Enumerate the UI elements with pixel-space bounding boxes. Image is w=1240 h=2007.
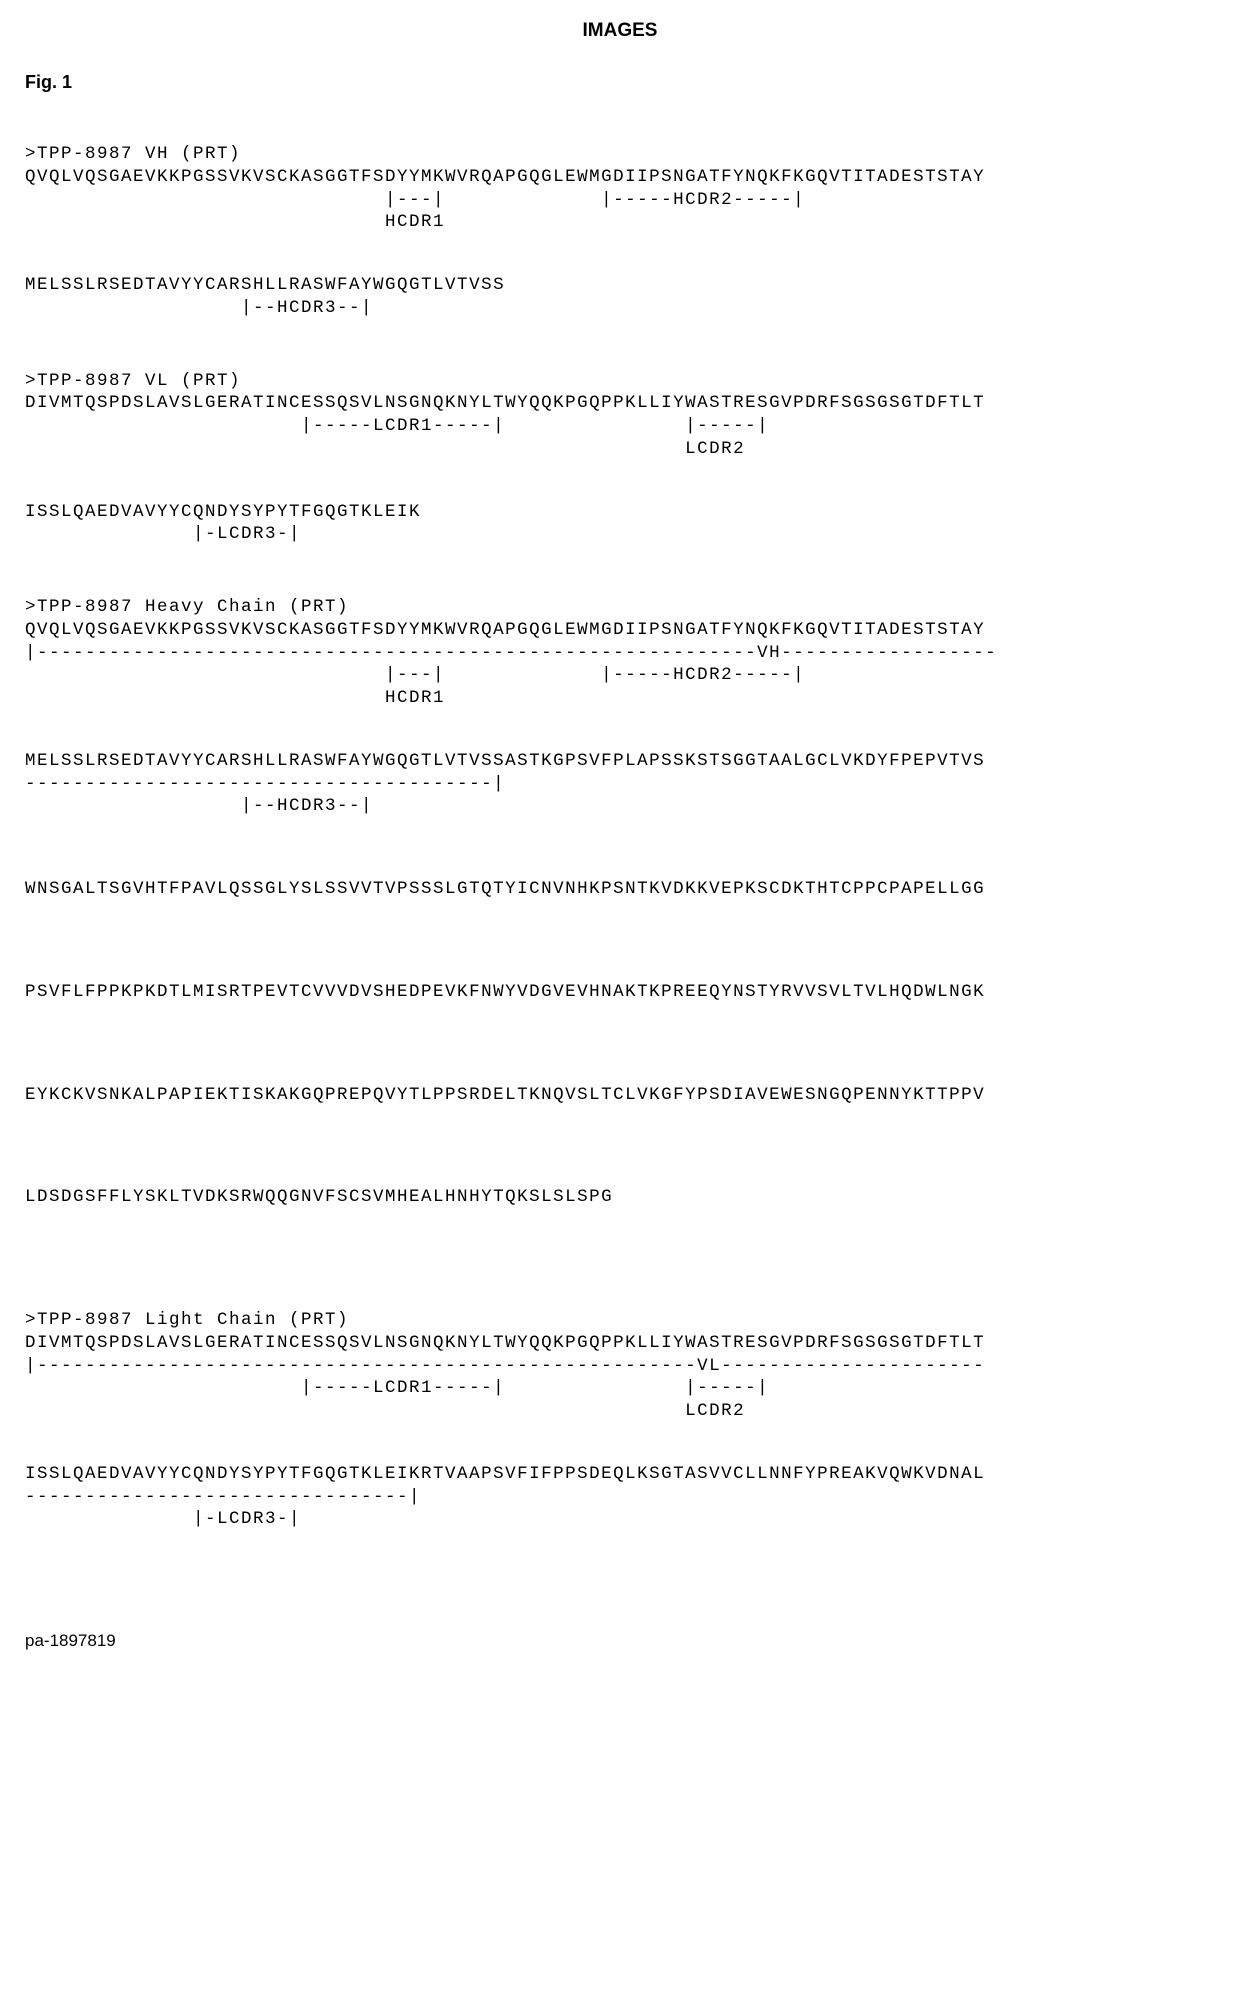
page-title: IMAGES — [25, 20, 1215, 42]
sequence-line: DIVMTQSPDSLAVSLGERATINCESSQSVLNSGNQKNYLT… — [25, 1332, 1215, 1355]
sequence-line: |-LCDR3-| — [25, 1508, 1215, 1531]
sequence-line: LCDR2 — [25, 438, 1215, 461]
sequence-line: |---| |-----HCDR2-----| — [25, 189, 1215, 212]
sequence-block: EYKCKVSNKALPAPIEKTISKAKGQPREPQVYTLPPSRDE… — [25, 1084, 1215, 1107]
sequence-block: >TPP-8987 VH (PRT)QVQLVQSGAEVKKPGSSVKVSC… — [25, 143, 1215, 234]
sequence-line: |---| |-----HCDR2-----| — [25, 664, 1215, 687]
sequence-header: >TPP-8987 VH (PRT) — [25, 143, 1215, 166]
sequence-line: LCDR2 — [25, 1400, 1215, 1423]
sequence-block: MELSSLRSEDTAVYYCARSHLLRASWFAYWGQGTLVTVSS… — [25, 750, 1215, 818]
sequence-header: >TPP-8987 Heavy Chain (PRT) — [25, 596, 1215, 619]
sequence-content: >TPP-8987 VH (PRT)QVQLVQSGAEVKKPGSSVKVSC… — [25, 143, 1215, 1531]
sequence-line: --------------------------------| — [25, 1486, 1215, 1509]
sequence-block: LDSDGSFFLYSKLTVDKSRWQQGNVFSCSVMHEALHNHYT… — [25, 1186, 1215, 1209]
sequence-line: |-----LCDR1-----| |-----| — [25, 415, 1215, 438]
sequence-block: MELSSLRSEDTAVYYCARSHLLRASWFAYWGQGTLVTVSS… — [25, 274, 1215, 320]
sequence-line: ISSLQAEDVAVYYCQNDYSYPYTFGQGTKLEIK — [25, 501, 1215, 524]
sequence-line: ---------------------------------------| — [25, 773, 1215, 796]
sequence-block: ISSLQAEDVAVYYCQNDYSYPYTFGQGTKLEIKRTVAAPS… — [25, 1463, 1215, 1531]
sequence-line: |---------------------------------------… — [25, 642, 1215, 665]
sequence-block: >TPP-8987 VL (PRT)DIVMTQSPDSLAVSLGERATIN… — [25, 370, 1215, 461]
sequence-block: PSVFLFPPKPKDTLMISRTPEVTCVVVDVSHEDPEVKFNW… — [25, 981, 1215, 1004]
sequence-line: DIVMTQSPDSLAVSLGERATINCESSQSVLNSGNQKNYLT… — [25, 392, 1215, 415]
sequence-line: QVQLVQSGAEVKKPGSSVKVSCKASGGTFSDYYMKWVRQA… — [25, 166, 1215, 189]
sequence-line: ISSLQAEDVAVYYCQNDYSYPYTFGQGTKLEIKRTVAAPS… — [25, 1463, 1215, 1486]
sequence-line: |--HCDR3--| — [25, 795, 1215, 818]
page-footer: pa-1897819 — [25, 1631, 1215, 1651]
figure-label: Fig. 1 — [25, 72, 1215, 93]
sequence-line: |-LCDR3-| — [25, 523, 1215, 546]
sequence-header: >TPP-8987 Light Chain (PRT) — [25, 1309, 1215, 1332]
sequence-block: ISSLQAEDVAVYYCQNDYSYPYTFGQGTKLEIK |-LCDR… — [25, 501, 1215, 547]
sequence-block: >TPP-8987 Heavy Chain (PRT)QVQLVQSGAEVKK… — [25, 596, 1215, 710]
sequence-line: EYKCKVSNKALPAPIEKTISKAKGQPREPQVYTLPPSRDE… — [25, 1084, 1215, 1107]
sequence-block: WNSGALTSGVHTFPAVLQSSGLYSLSSVVTVPSSSLGTQT… — [25, 878, 1215, 901]
sequence-line: WNSGALTSGVHTFPAVLQSSGLYSLSSVVTVPSSSLGTQT… — [25, 878, 1215, 901]
sequence-line: HCDR1 — [25, 687, 1215, 710]
sequence-line: LDSDGSFFLYSKLTVDKSRWQQGNVFSCSVMHEALHNHYT… — [25, 1186, 1215, 1209]
sequence-line: MELSSLRSEDTAVYYCARSHLLRASWFAYWGQGTLVTVSS — [25, 274, 1215, 297]
sequence-line: |-----LCDR1-----| |-----| — [25, 1377, 1215, 1400]
sequence-line: HCDR1 — [25, 211, 1215, 234]
sequence-line: |--HCDR3--| — [25, 297, 1215, 320]
sequence-header: >TPP-8987 VL (PRT) — [25, 370, 1215, 393]
sequence-line: |---------------------------------------… — [25, 1355, 1215, 1378]
sequence-line: PSVFLFPPKPKDTLMISRTPEVTCVVVDVSHEDPEVKFNW… — [25, 981, 1215, 1004]
sequence-line: QVQLVQSGAEVKKPGSSVKVSCKASGGTFSDYYMKWVRQA… — [25, 619, 1215, 642]
sequence-block: >TPP-8987 Light Chain (PRT)DIVMTQSPDSLAV… — [25, 1309, 1215, 1423]
sequence-line: MELSSLRSEDTAVYYCARSHLLRASWFAYWGQGTLVTVSS… — [25, 750, 1215, 773]
